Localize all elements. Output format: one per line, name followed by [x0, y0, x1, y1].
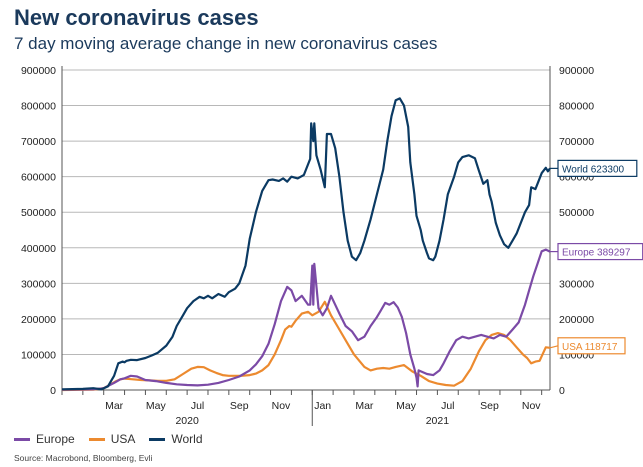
legend: Europe USA World — [14, 432, 203, 446]
end-label-box-usa — [557, 337, 626, 355]
x-year-label: 2020 — [175, 415, 199, 427]
x-tick-label: Jan — [314, 400, 331, 412]
x-tick-label: Nov — [522, 400, 541, 412]
legend-swatch-world — [149, 437, 166, 441]
series-line-usa — [61, 300, 551, 392]
end-labels: USA 118717 Europe 389297 World 623300 — [549, 159, 643, 355]
series-line-europe — [61, 248, 551, 391]
y-tick-label-left: 300000 — [21, 278, 56, 290]
y-tick-label-left: 400000 — [21, 243, 56, 255]
chart-subtitle: 7 day moving average change in new coron… — [14, 34, 438, 53]
y-tick-label-right: 300000 — [559, 278, 594, 290]
x-tick-label: May — [146, 400, 167, 412]
x-tick-label: Mar — [105, 400, 124, 412]
y-tick-label-left: 700000 — [21, 136, 56, 148]
x-tick-label: Jul — [441, 400, 454, 412]
chart-title: New coronavirus cases — [14, 5, 259, 30]
series-line-world — [61, 97, 551, 391]
y-tick-label-right: 700000 — [559, 136, 594, 148]
y-tick-label-left: 900000 — [21, 65, 56, 77]
y-tick-label-left: 500000 — [21, 207, 56, 219]
legend-item-europe: Europe — [14, 432, 75, 446]
x-tick-label: Nov — [272, 400, 291, 412]
end-label-usa: USA 118717 — [562, 342, 618, 353]
y-tick-label-left: 600000 — [21, 172, 56, 184]
end-label-world: World 623300 — [562, 164, 625, 175]
y-tick-label-left: 200000 — [21, 314, 56, 326]
x-tick-label: May — [396, 400, 417, 412]
y-tick-label-left: 0 — [50, 385, 56, 397]
x-year-label: 2021 — [426, 415, 450, 427]
series-lines — [61, 97, 551, 392]
x-tick-label: Jul — [191, 400, 204, 412]
x-tick-label: Sep — [230, 400, 249, 412]
y-tick-label-left: 800000 — [21, 101, 56, 113]
end-label-connector-usa — [549, 345, 559, 349]
axes: 900000 900000 800000 800000 700000 700000 6000… — [21, 65, 594, 427]
legend-swatch-europe — [14, 437, 30, 441]
end-label-europe: Europe 389297 — [562, 248, 631, 259]
legend-item-world: World — [149, 432, 203, 446]
y-tick-label-right: 500000 — [559, 207, 594, 219]
legend-label-europe: Europe — [36, 432, 75, 446]
y-tick-label-right: 900000 — [559, 65, 594, 77]
legend-swatch-usa — [88, 437, 105, 441]
end-label-box-world — [557, 159, 638, 177]
y-tick-label-right: 0 — [559, 385, 565, 397]
y-tick-label-left: 100000 — [21, 349, 56, 361]
source-note: Source: Macrobond, Bloomberg, Evli — [14, 453, 153, 463]
legend-label-usa: USA — [110, 432, 136, 446]
x-tick-label: Sep — [480, 400, 499, 412]
legend-label-world: World — [171, 432, 203, 446]
legend-item-usa: USA — [88, 432, 136, 446]
x-tick-label: Mar — [355, 400, 374, 412]
y-tick-label-right: 200000 — [559, 314, 594, 326]
y-tick-label-right: 800000 — [559, 101, 594, 113]
grid-lines — [62, 69, 550, 391]
